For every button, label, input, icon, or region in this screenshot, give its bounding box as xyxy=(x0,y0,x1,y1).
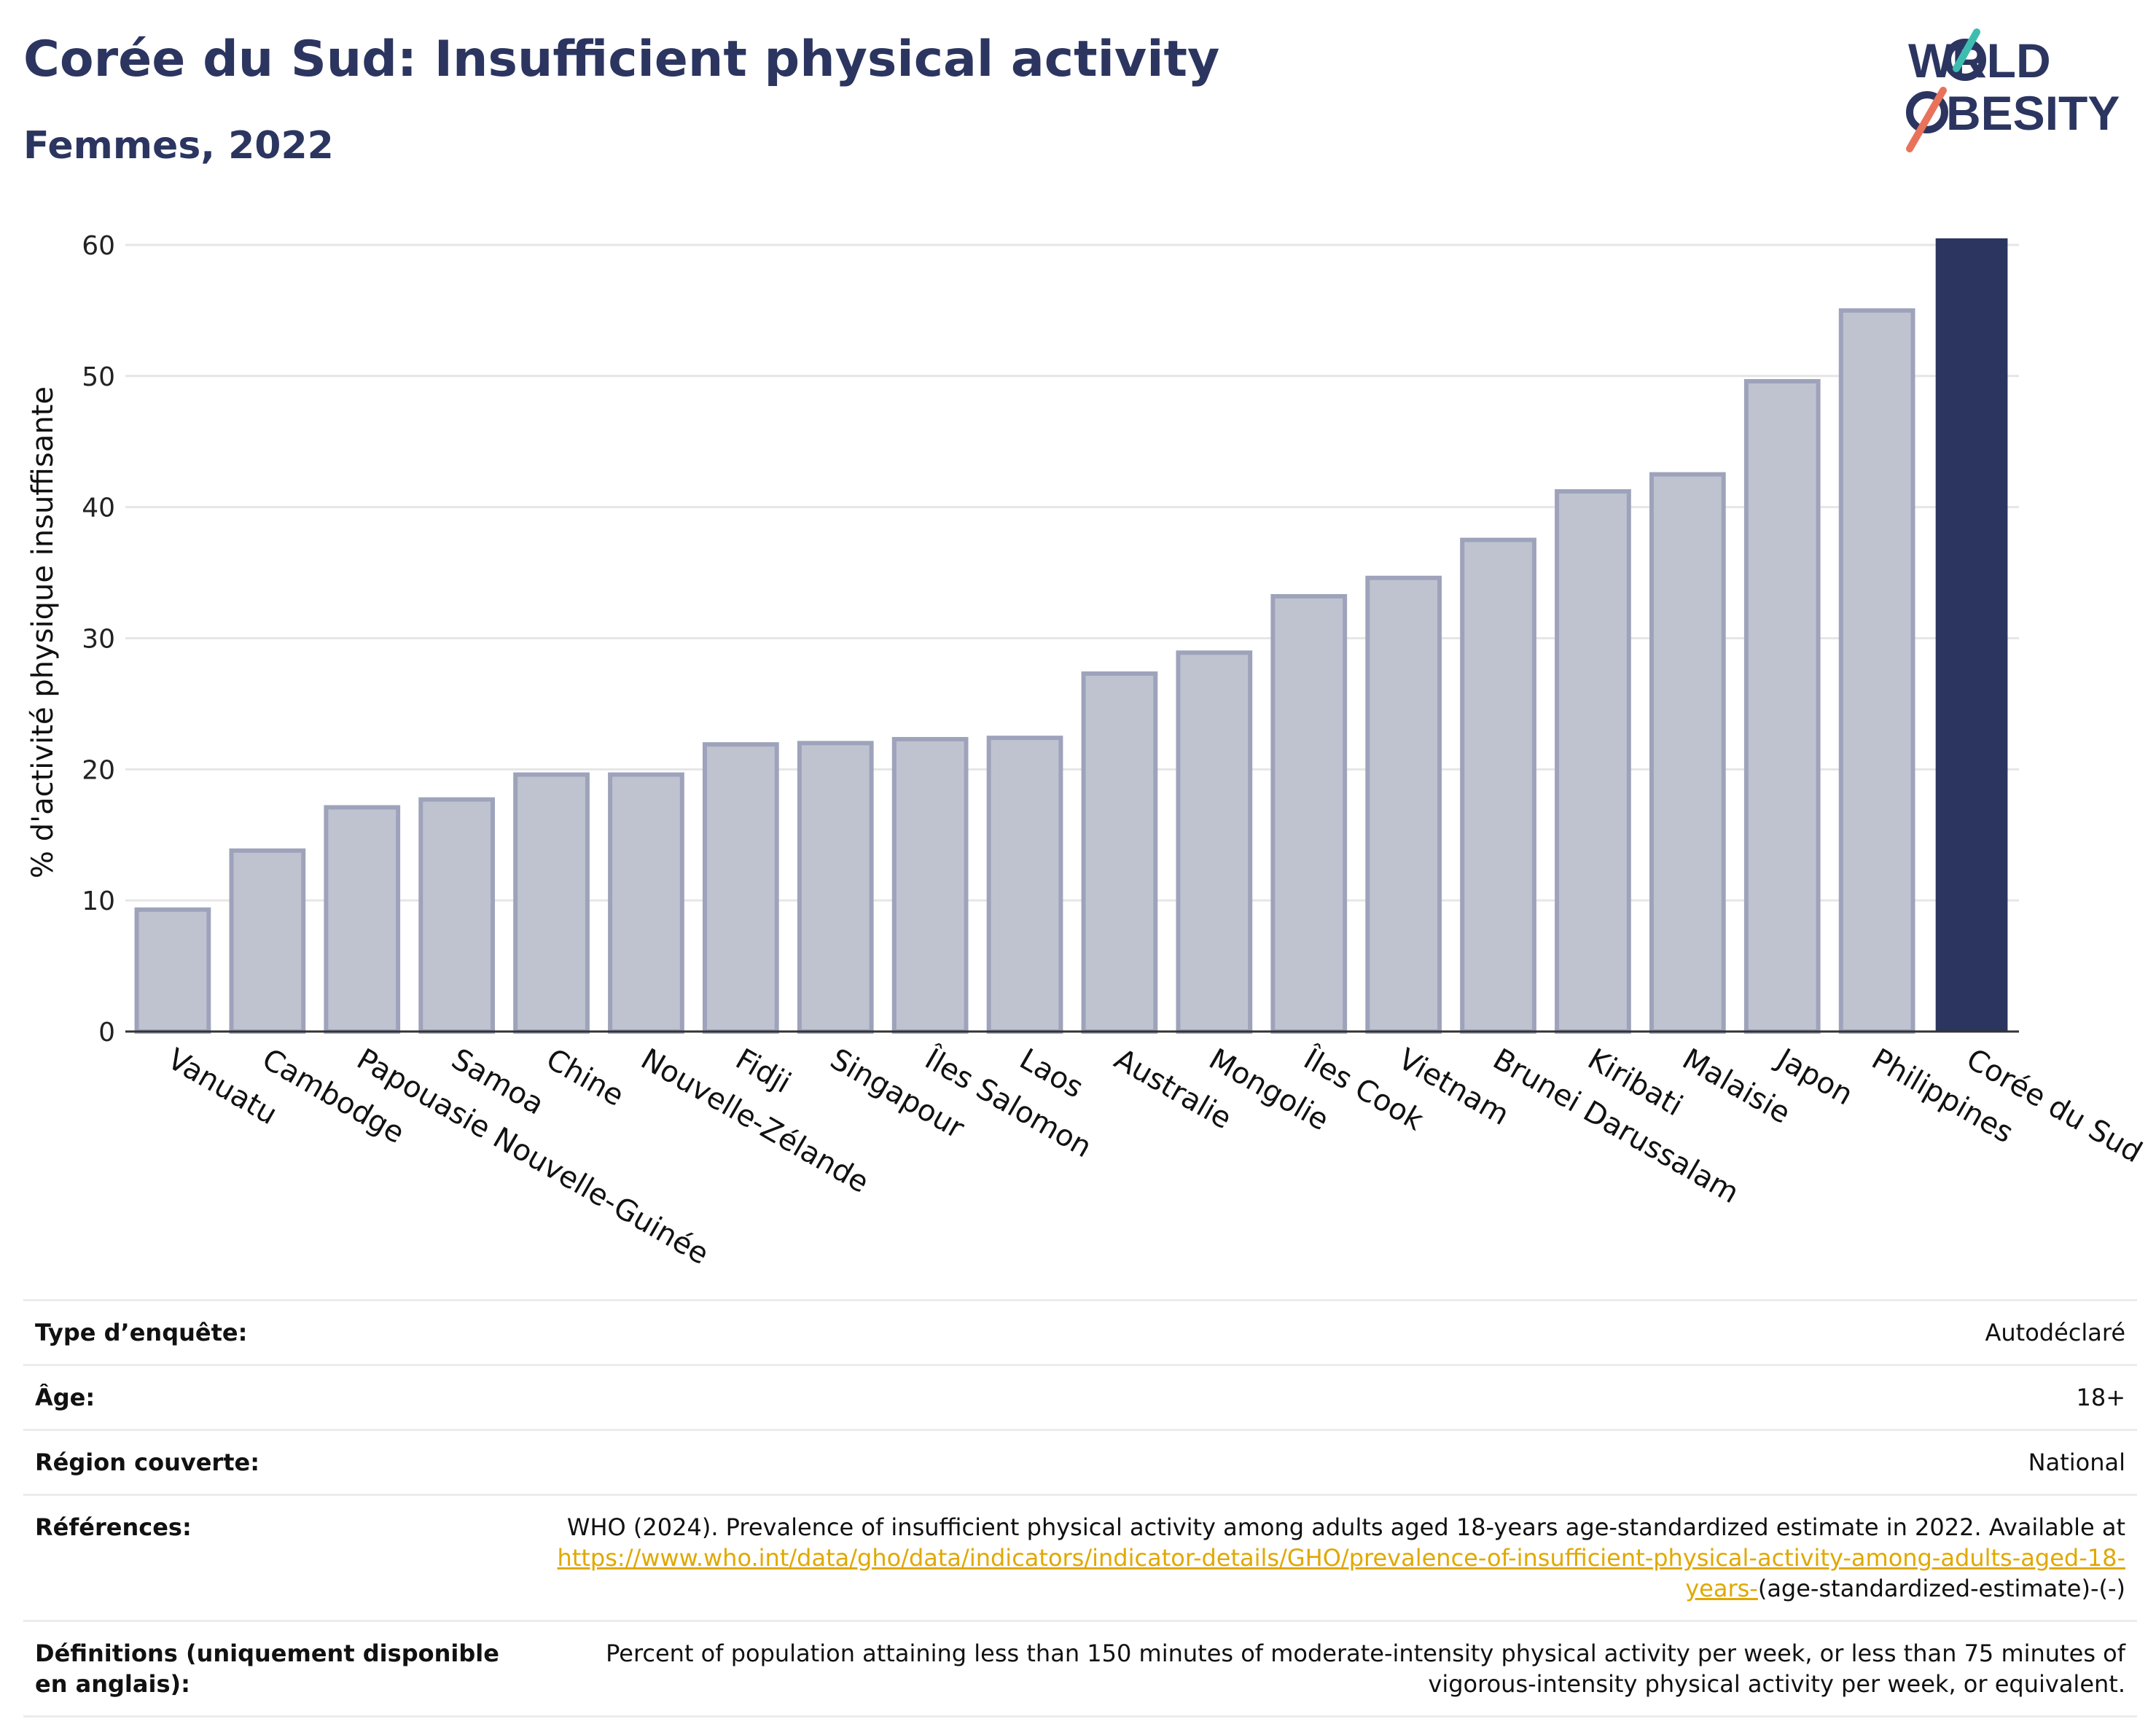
bar xyxy=(513,772,590,1034)
bar xyxy=(1081,671,1158,1034)
bar xyxy=(418,797,496,1034)
meta-value: WHO (2024). Prevalence of insufficient p… xyxy=(513,1494,2137,1622)
y-tick-label: 0 xyxy=(98,1018,115,1048)
chart-subtitle: Femmes, 2022 xyxy=(23,124,334,168)
meta-row-region: Région couverte: National xyxy=(23,1429,2137,1496)
bar xyxy=(1365,575,1442,1034)
meta-value: National xyxy=(513,1429,2137,1496)
bar xyxy=(1743,379,1821,1034)
y-tick-label: 30 xyxy=(82,624,115,654)
meta-key: Références: xyxy=(23,1494,513,1622)
meta-value: Percent of population attaining less tha… xyxy=(513,1620,2137,1718)
y-tick-label: 40 xyxy=(82,494,115,523)
bar xyxy=(1935,238,2008,1032)
meta-value: Autodéclaré xyxy=(513,1299,2137,1366)
y-tick-label: 50 xyxy=(82,362,115,392)
y-tick-label: 10 xyxy=(82,886,115,916)
bar xyxy=(1838,308,1915,1034)
bar xyxy=(702,742,779,1034)
meta-row-age: Âge: 18+ xyxy=(23,1364,2137,1431)
reference-link[interactable]: https://www.who.int/data/gho/data/indica… xyxy=(557,1544,2125,1602)
bar xyxy=(608,772,684,1034)
grid-lines xyxy=(125,243,2019,902)
x-tick-label: Chine xyxy=(541,1042,630,1113)
y-tick-label: 60 xyxy=(82,231,115,261)
chart-title: Corée du Sud: Insufficient physical acti… xyxy=(23,31,1220,88)
meta-key: Âge: xyxy=(23,1364,513,1431)
bar xyxy=(324,805,401,1034)
world-obesity-logo: W RLD BESITY xyxy=(1906,28,2120,152)
bar xyxy=(1270,593,1348,1034)
bar xyxy=(134,907,211,1034)
x-tick-label: Malaisie xyxy=(1676,1042,1796,1131)
meta-value: 18+ xyxy=(513,1364,2137,1431)
bar xyxy=(797,741,874,1034)
y-axis-title: % d'activité physique insuffisante xyxy=(26,386,60,878)
meta-key: Type d’enquête: xyxy=(23,1299,513,1366)
meta-row-references: Références: WHO (2024). Prevalence of in… xyxy=(23,1494,2137,1622)
meta-row-survey-type: Type d’enquête: Autodéclaré xyxy=(23,1299,2137,1366)
bar xyxy=(986,736,1063,1034)
bar xyxy=(891,736,969,1034)
svg-text:BESITY: BESITY xyxy=(1946,86,2120,140)
meta-row-definitions: Définitions (uniquement disponible en an… xyxy=(23,1620,2137,1718)
bar xyxy=(1649,472,1726,1034)
x-tick-label: Fidji xyxy=(730,1042,796,1100)
x-tick-label: Vanuatu xyxy=(162,1042,283,1131)
bar xyxy=(1176,650,1253,1034)
bar xyxy=(229,848,306,1034)
meta-key: Région couverte: xyxy=(23,1429,513,1496)
reference-text: WHO (2024). Prevalence of insufficient p… xyxy=(566,1513,2125,1541)
bars xyxy=(134,238,2008,1034)
y-tick-label: 20 xyxy=(82,755,115,785)
meta-key: Définitions (uniquement disponible en an… xyxy=(23,1620,513,1718)
metadata-table: Type d’enquête: Autodéclaré Âge: 18+ Rég… xyxy=(23,1299,2137,1718)
bar xyxy=(1460,537,1536,1034)
bar xyxy=(1555,489,1631,1034)
reference-suffix: (age-standardized-estimate)-(-) xyxy=(1757,1575,2125,1602)
y-axis-ticks: 0 10 20 30 40 50 60 xyxy=(82,231,115,1048)
